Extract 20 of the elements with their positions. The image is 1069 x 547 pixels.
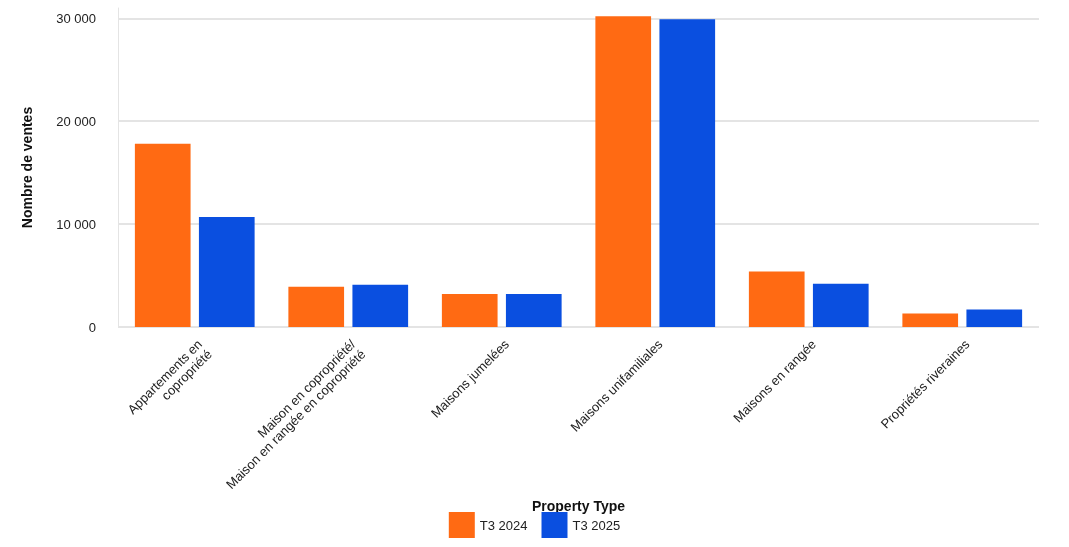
bar	[134, 143, 191, 327]
legend-label: T3 2025	[572, 517, 621, 533]
bar	[505, 294, 562, 327]
bar	[441, 294, 498, 327]
bar	[198, 216, 255, 327]
y-axis-title: Nombre de ventes	[19, 106, 35, 229]
y-tick-label: 10 000	[56, 216, 96, 232]
bar	[748, 271, 805, 327]
legend-label: T3 2024	[479, 517, 528, 533]
bar	[352, 284, 409, 327]
bar	[812, 283, 869, 327]
x-axis-title: Property Type	[531, 497, 626, 514]
y-tick-label: 30 000	[56, 10, 96, 26]
bar	[902, 313, 959, 327]
y-tick-label: 20 000	[56, 113, 96, 129]
bar	[595, 16, 652, 327]
y-tick-label: 0	[88, 319, 96, 335]
bar	[966, 309, 1023, 327]
bar	[288, 286, 345, 327]
bar	[659, 19, 716, 327]
